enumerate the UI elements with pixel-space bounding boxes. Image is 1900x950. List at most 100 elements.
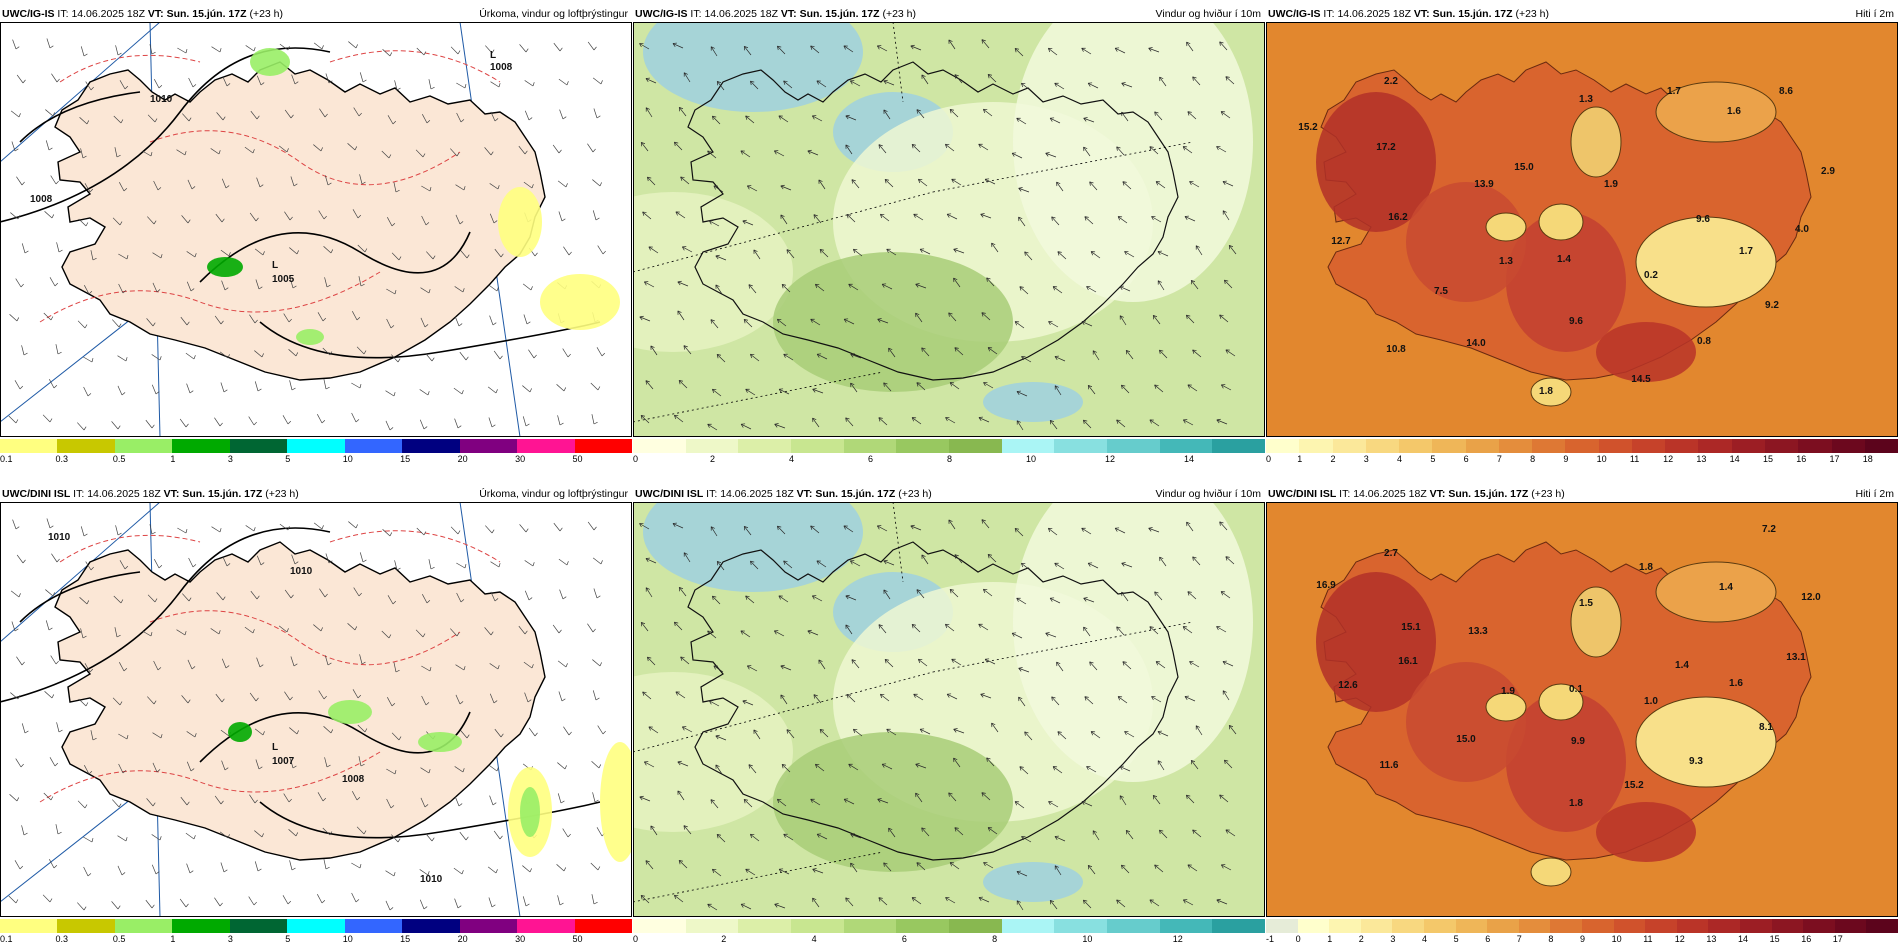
wind-arrow bbox=[181, 215, 189, 224]
colorbar-tick-label: 15 bbox=[400, 454, 411, 464]
wind-arrow bbox=[813, 214, 822, 224]
wind-arrow bbox=[488, 284, 498, 292]
wind-arrow bbox=[211, 46, 221, 53]
map-area bbox=[633, 22, 1265, 437]
init-time: 14.06.2025 18Z bbox=[720, 488, 794, 500]
colorbar-tick-label: 8 bbox=[947, 454, 953, 464]
wind-barb bbox=[426, 599, 431, 604]
wind-arrow bbox=[886, 248, 897, 256]
wind-arrow bbox=[490, 591, 496, 602]
wind-barb bbox=[394, 770, 397, 775]
wind-barb bbox=[54, 282, 59, 287]
wind-barb bbox=[151, 531, 156, 535]
wind-arrow-head bbox=[780, 214, 785, 219]
wind-arrow bbox=[563, 246, 570, 256]
wind-arrow-head bbox=[1182, 899, 1188, 904]
init-time: 14.06.2025 18Z bbox=[71, 8, 145, 20]
temperature-label: 15.1 bbox=[1401, 622, 1421, 633]
wind-arrow bbox=[9, 314, 18, 322]
wind-barb bbox=[462, 768, 465, 773]
wind-arrow bbox=[713, 185, 724, 193]
wind-arrow bbox=[149, 44, 153, 55]
wind-arrow bbox=[359, 552, 364, 563]
wind-arrow bbox=[883, 560, 895, 566]
colorbar-swatch bbox=[1708, 919, 1740, 933]
wind-arrow-head bbox=[645, 107, 650, 112]
wind-speed-area bbox=[643, 502, 863, 592]
wind-arrow bbox=[488, 897, 493, 908]
wind-barb bbox=[490, 151, 494, 156]
wind-arrow bbox=[323, 246, 332, 254]
colorbar-tick-label: 1 bbox=[1297, 454, 1303, 464]
wind-barb bbox=[15, 526, 20, 530]
temperature-label: 7.5 bbox=[1434, 286, 1448, 297]
wind-barb bbox=[52, 592, 55, 597]
wind-arrow bbox=[846, 214, 856, 223]
wind-arrow-head bbox=[674, 894, 679, 900]
vt-label: VT: bbox=[780, 8, 797, 20]
colorbar-tick-label: 2 bbox=[1358, 934, 1364, 944]
wind-arrow-head bbox=[678, 860, 684, 865]
colorbar-tick-label: 17 bbox=[1832, 934, 1843, 944]
colorbar-swatch bbox=[287, 919, 345, 933]
wind-arrow bbox=[911, 897, 922, 905]
wind-arrow-head bbox=[987, 827, 993, 832]
wind-arrow bbox=[778, 388, 790, 395]
wind-arrow-head bbox=[639, 795, 644, 801]
wind-arrow bbox=[455, 664, 465, 671]
wind-barb bbox=[254, 799, 258, 804]
colorbar-tick-label: 17 bbox=[1829, 454, 1840, 464]
wind-arrow bbox=[357, 724, 366, 733]
wind-barb bbox=[320, 627, 323, 632]
wind-arrow-head bbox=[1016, 390, 1021, 396]
wind-arrow bbox=[592, 659, 601, 667]
wind-arrow-head bbox=[921, 347, 926, 352]
wind-arrow bbox=[743, 526, 752, 536]
wind-arrow bbox=[674, 894, 684, 903]
temperature-label: 2.2 bbox=[1384, 76, 1398, 87]
wind-arrow-head bbox=[783, 560, 788, 565]
wind-arrow bbox=[709, 220, 720, 227]
wind-arrow bbox=[1051, 216, 1060, 226]
wind-arrow bbox=[387, 595, 394, 605]
wind-barb bbox=[358, 112, 362, 117]
wind-arrow bbox=[1195, 725, 1203, 736]
wind-barb bbox=[360, 283, 365, 287]
wind-arrow bbox=[152, 252, 162, 259]
wind-barb bbox=[193, 355, 196, 360]
wind-speed-area bbox=[983, 382, 1083, 422]
wind-barb bbox=[599, 662, 602, 667]
colorbar-swatch bbox=[1581, 919, 1614, 933]
wind-arrow-head bbox=[1182, 419, 1188, 424]
wind-arrow bbox=[83, 765, 90, 775]
wind-arrow bbox=[21, 243, 26, 254]
wind-arrow-head bbox=[683, 72, 688, 77]
wind-arrow-head bbox=[1057, 731, 1062, 736]
wind-arrow-head bbox=[745, 868, 750, 873]
colorbar-tick-label: 15 bbox=[400, 934, 411, 944]
wind-barb bbox=[495, 389, 498, 394]
map-area: 1008 1005 1010 1008 L L bbox=[0, 22, 632, 437]
wind-arrow bbox=[1117, 216, 1128, 224]
wind-barb bbox=[359, 384, 362, 389]
wind-arrow-head bbox=[945, 143, 950, 149]
wind-speed-area bbox=[643, 22, 863, 112]
wind-arrow-head bbox=[712, 868, 717, 874]
wind-barb bbox=[561, 698, 566, 702]
temperature-label: 1.8 bbox=[1639, 562, 1653, 573]
wind-arrow bbox=[325, 73, 330, 84]
precip-map-panel: UWC/IG-IS IT: 14.06.2025 18Z VT: Sun. 15… bbox=[0, 6, 632, 464]
wind-barb bbox=[531, 184, 534, 189]
wind-arrow-head bbox=[886, 248, 891, 253]
wind-arrow bbox=[10, 590, 20, 598]
wind-arrow bbox=[450, 148, 458, 157]
wind-arrow bbox=[949, 589, 959, 598]
wind-arrow bbox=[415, 629, 424, 638]
wind-barb bbox=[155, 871, 160, 875]
wind-arrow bbox=[945, 417, 956, 424]
wind-arrow-head bbox=[883, 79, 888, 85]
wind-arrow bbox=[77, 320, 86, 329]
wind-arrow-head bbox=[1016, 597, 1021, 602]
wind-barb bbox=[224, 287, 229, 291]
wind-arrow-head bbox=[710, 799, 715, 804]
